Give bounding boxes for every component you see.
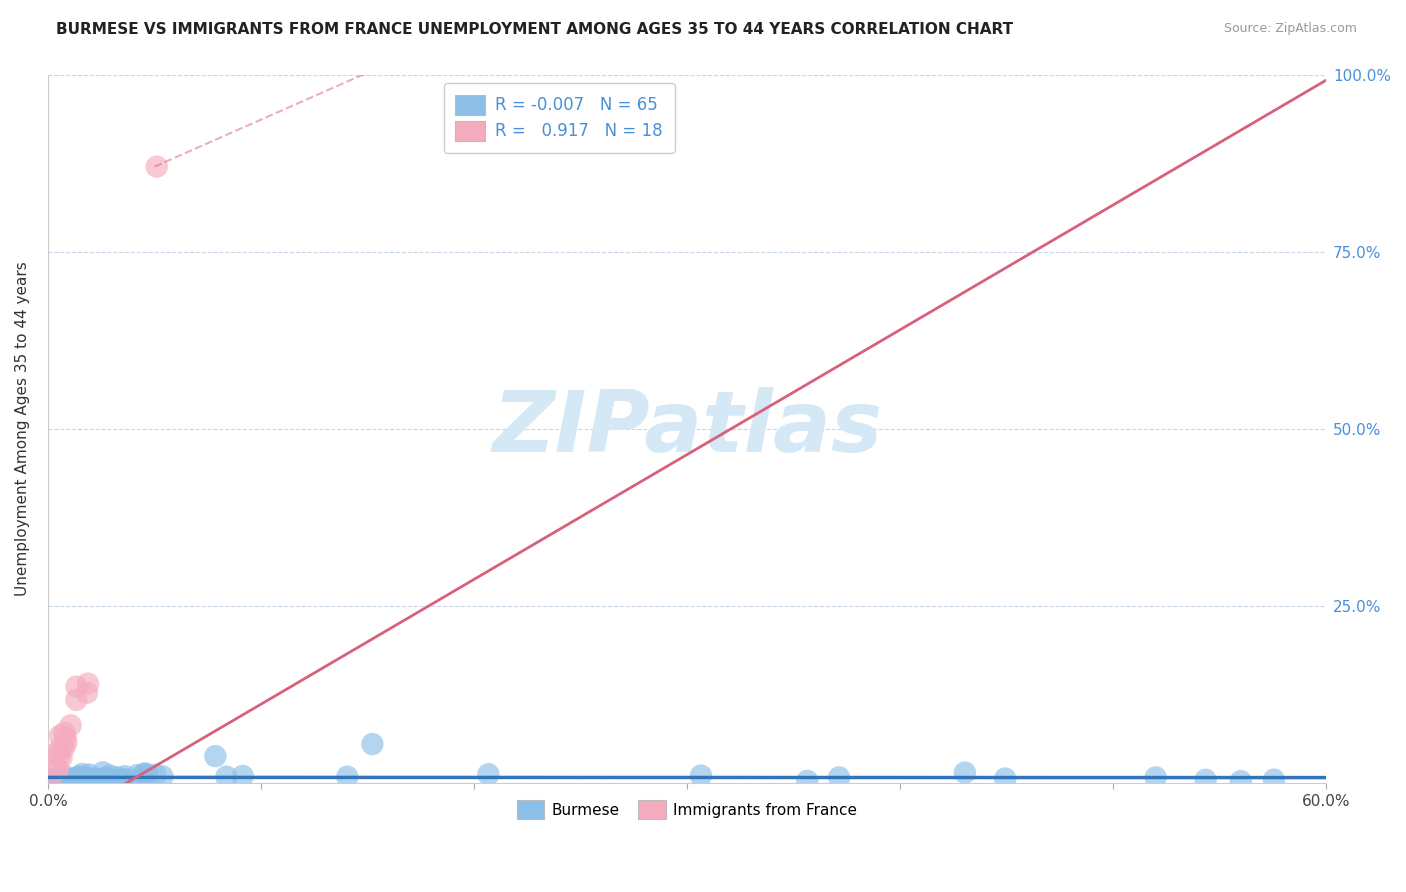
Point xyxy=(152,769,174,783)
Point xyxy=(1230,774,1253,789)
Point xyxy=(828,771,851,785)
Point xyxy=(994,772,1017,786)
Point xyxy=(66,771,89,785)
Point xyxy=(60,772,83,787)
Point xyxy=(77,767,100,781)
Point xyxy=(1194,772,1216,787)
Point xyxy=(75,775,97,789)
Point xyxy=(97,775,120,789)
Point xyxy=(107,770,129,784)
Point xyxy=(215,770,238,784)
Point xyxy=(796,773,818,788)
Point xyxy=(1263,772,1285,787)
Point xyxy=(41,772,63,787)
Point xyxy=(97,772,120,786)
Point xyxy=(41,774,63,789)
Point xyxy=(132,767,155,781)
Legend: Burmese, Immigrants from France: Burmese, Immigrants from France xyxy=(510,794,863,825)
Point xyxy=(46,771,69,785)
Point xyxy=(55,735,77,749)
Point xyxy=(89,772,111,787)
Point xyxy=(65,693,87,707)
Point xyxy=(67,772,90,786)
Point xyxy=(134,766,156,780)
Point xyxy=(55,772,77,787)
Point xyxy=(49,729,72,743)
Point xyxy=(953,765,976,780)
Point xyxy=(136,767,159,781)
Point xyxy=(80,772,103,787)
Text: BURMESE VS IMMIGRANTS FROM FRANCE UNEMPLOYMENT AMONG AGES 35 TO 44 YEARS CORRELA: BURMESE VS IMMIGRANTS FROM FRANCE UNEMPL… xyxy=(56,22,1014,37)
Point xyxy=(145,768,167,782)
Point xyxy=(97,774,120,789)
Point xyxy=(49,773,72,788)
Point xyxy=(232,769,254,783)
Point xyxy=(114,769,136,783)
Point xyxy=(44,747,66,762)
Point xyxy=(55,731,77,745)
Point xyxy=(41,772,63,787)
Point xyxy=(48,749,70,764)
Point xyxy=(89,772,111,787)
Point xyxy=(93,771,115,785)
Y-axis label: Unemployment Among Ages 35 to 44 years: Unemployment Among Ages 35 to 44 years xyxy=(15,261,30,596)
Point xyxy=(76,686,98,700)
Point xyxy=(69,770,91,784)
Point xyxy=(127,768,149,782)
Point xyxy=(79,775,101,789)
Point xyxy=(72,767,94,781)
Point xyxy=(67,770,90,784)
Point xyxy=(49,740,72,755)
Point xyxy=(80,772,103,786)
Text: ZIPatlas: ZIPatlas xyxy=(492,387,882,470)
Point xyxy=(477,767,499,781)
Point xyxy=(65,680,87,694)
Point xyxy=(58,773,80,788)
Point xyxy=(52,772,75,786)
Point xyxy=(53,741,76,756)
Point xyxy=(112,772,135,787)
Point xyxy=(145,160,167,174)
Point xyxy=(112,772,135,786)
Point xyxy=(46,762,69,776)
Point xyxy=(65,771,87,785)
Point xyxy=(72,772,94,787)
Point xyxy=(84,772,107,787)
Point xyxy=(63,773,86,788)
Point xyxy=(55,772,77,786)
Point xyxy=(98,768,121,782)
Point xyxy=(336,770,359,784)
Point xyxy=(39,775,62,789)
Point xyxy=(73,770,96,784)
Point xyxy=(53,725,76,739)
Point xyxy=(83,774,105,789)
Point xyxy=(56,770,79,784)
Point xyxy=(361,737,384,751)
Point xyxy=(59,772,82,787)
Point xyxy=(51,770,73,784)
Point xyxy=(690,769,713,783)
Point xyxy=(204,749,226,764)
Point xyxy=(1144,771,1167,785)
Point xyxy=(44,775,66,789)
Point xyxy=(77,676,100,690)
Point xyxy=(46,764,69,778)
Text: Source: ZipAtlas.com: Source: ZipAtlas.com xyxy=(1223,22,1357,36)
Point xyxy=(96,772,118,786)
Point xyxy=(59,718,82,732)
Point xyxy=(51,751,73,765)
Point xyxy=(91,765,114,780)
Point xyxy=(66,775,89,789)
